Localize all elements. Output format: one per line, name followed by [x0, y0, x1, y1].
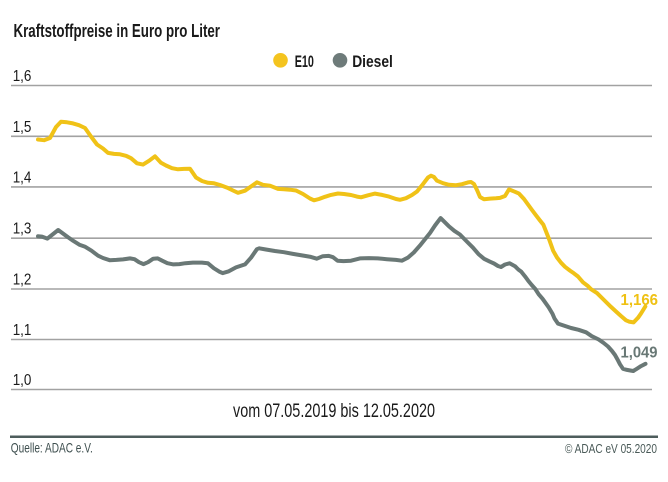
svg-text:1,1: 1,1 [13, 322, 32, 339]
svg-text:Kraftstoffpreise in Euro pro L: Kraftstoffpreise in Euro pro Liter [14, 21, 220, 41]
svg-text:1,5: 1,5 [13, 119, 32, 136]
svg-text:1,0: 1,0 [13, 372, 32, 389]
svg-text:1,6: 1,6 [13, 68, 32, 85]
svg-text:1,2: 1,2 [13, 272, 32, 289]
svg-text:1,049: 1,049 [621, 345, 658, 362]
svg-text:1,4: 1,4 [13, 169, 32, 186]
svg-text:1,166: 1,166 [621, 292, 659, 309]
svg-text:vom 07.05.2019 bis 12.05.2020: vom 07.05.2019 bis 12.05.2020 [233, 400, 435, 422]
svg-text:E10: E10 [295, 53, 314, 71]
svg-text:Diesel: Diesel [352, 53, 393, 71]
svg-text:Quelle: ADAC e.V.: Quelle: ADAC e.V. [11, 440, 93, 456]
svg-text:© ADAC eV 05.2020: © ADAC eV 05.2020 [565, 442, 657, 456]
svg-text:1,3: 1,3 [13, 221, 32, 238]
